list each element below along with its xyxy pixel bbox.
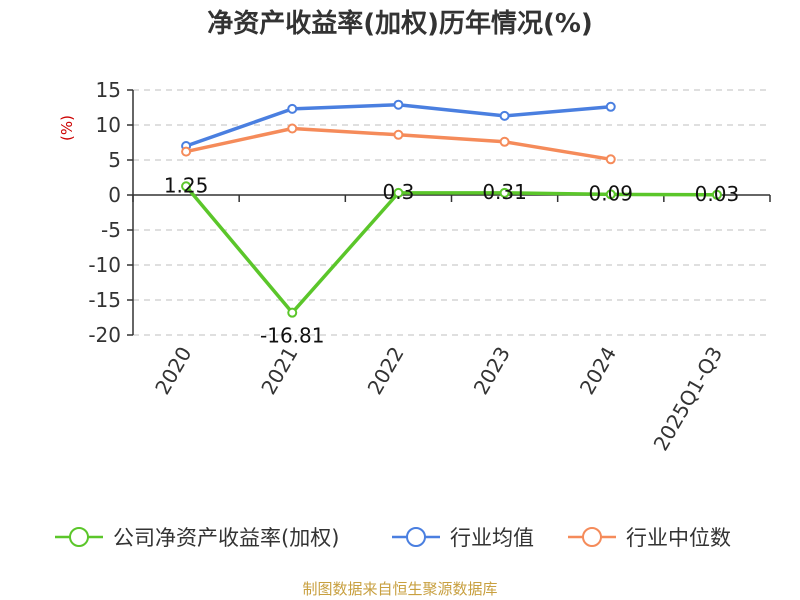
x-tick-label: 2025Q1-Q3	[649, 343, 728, 455]
y-tick-label: -5	[101, 218, 121, 242]
y-tick-label: 15	[96, 78, 121, 102]
series-line-0	[184, 185, 717, 315]
data-point	[287, 307, 298, 318]
data-labels: 1.25 -16.81 0.3 0.31 0.09 0.03	[164, 173, 739, 347]
y-tick-label: -20	[88, 323, 121, 347]
data-point	[393, 187, 404, 198]
data-label: -16.81	[260, 324, 324, 348]
x-tick-label: 2024	[575, 343, 621, 399]
legend-swatch-marker	[582, 527, 602, 547]
y-tick-label: 0	[108, 183, 121, 207]
data-point	[711, 189, 722, 200]
data-point	[393, 99, 404, 110]
y-tick-label: 10	[96, 113, 121, 137]
data-point	[499, 187, 510, 198]
x-tick-label: 2021	[256, 343, 302, 399]
data-point	[393, 129, 404, 140]
data-point	[605, 189, 616, 200]
data-point	[287, 123, 298, 134]
source-note: 制图数据来自恒生聚源数据库	[302, 580, 497, 598]
axes	[132, 90, 770, 335]
x-tick-label: 2023	[469, 343, 515, 399]
data-label: 0.31	[482, 180, 527, 204]
chart-title: 净资产收益率(加权)历年情况(%)	[207, 8, 593, 39]
legend-swatch-marker	[406, 527, 426, 547]
legend-swatch-marker	[69, 527, 89, 547]
x-tick-label: 2020	[150, 343, 196, 399]
data-label: 0.3	[383, 180, 415, 204]
y-ticks: 15 10 5 0 -5 -10 -15 -20	[88, 78, 133, 347]
y-tick-label: 5	[108, 148, 121, 172]
data-point	[499, 110, 510, 121]
data-point	[181, 181, 192, 192]
legend-label: 行业均值	[450, 526, 534, 550]
data-label: 0.03	[695, 182, 740, 206]
data-label: 1.25	[164, 173, 209, 197]
data-point	[605, 154, 616, 165]
data-point	[181, 146, 192, 157]
data-point	[499, 136, 510, 147]
data-point	[287, 103, 298, 114]
y-tick-label: -15	[88, 288, 121, 312]
data-label: 0.09	[588, 181, 633, 205]
y-tick-label: -10	[88, 253, 121, 277]
y-axis-label: (%)	[58, 115, 76, 141]
legend-label: 行业中位数	[626, 526, 731, 550]
series-layer	[181, 99, 722, 318]
legend: 公司净资产收益率(加权) 行业均值 行业中位数	[55, 526, 731, 550]
data-point	[605, 101, 616, 112]
grid-lines	[133, 89, 770, 336]
x-tick-label: 2022	[363, 343, 409, 399]
legend-label: 公司净资产收益率(加权)	[113, 526, 339, 550]
x-ticks: 2020 2021 2022 2023 2024 2025Q1-Q3	[132, 195, 771, 455]
